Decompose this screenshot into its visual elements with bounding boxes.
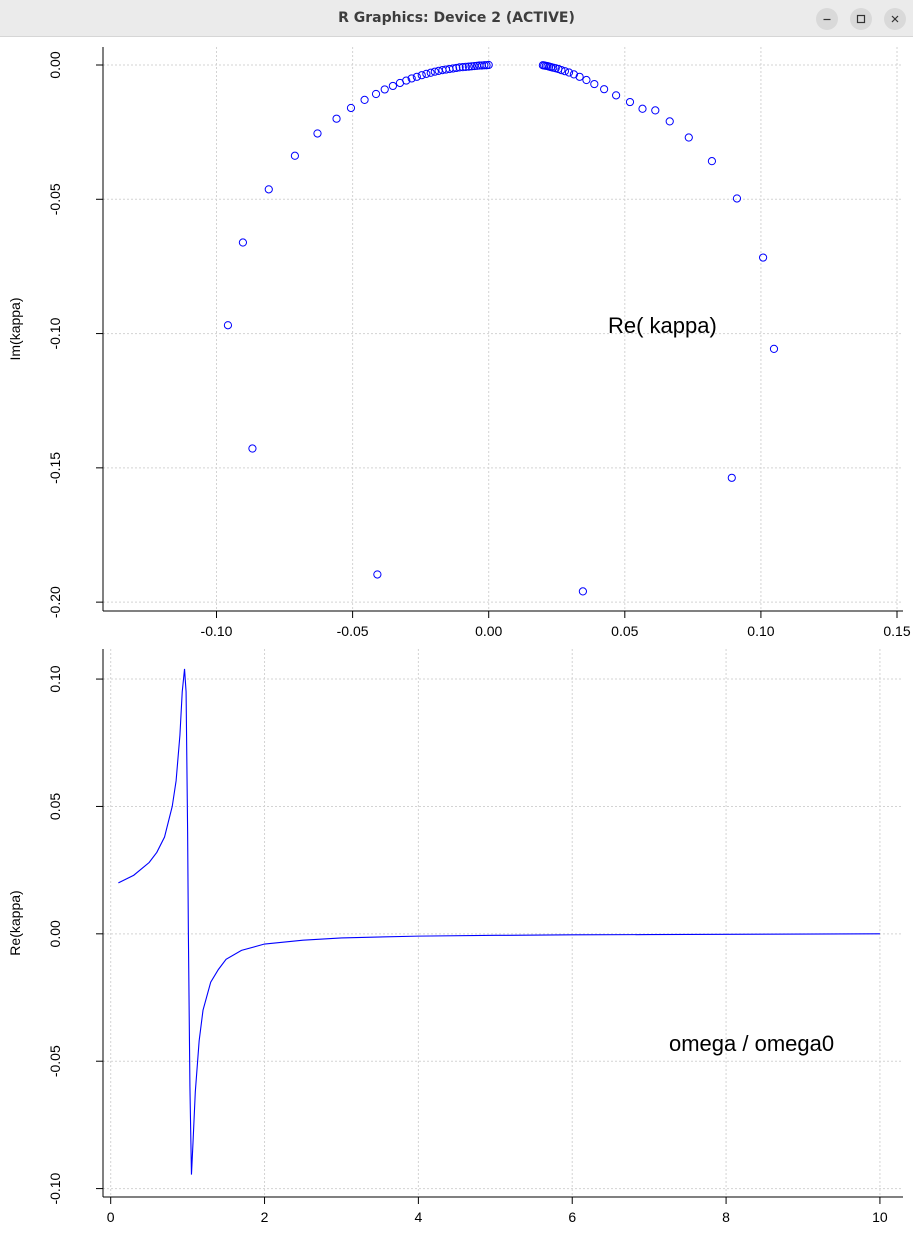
chart1-data-point xyxy=(464,62,473,71)
chart1-y-tick-label: 0.00 xyxy=(47,51,63,78)
chart1-data-point xyxy=(332,114,341,123)
chart1-data-point xyxy=(732,194,742,203)
chart1-data-point xyxy=(346,103,356,113)
chart1-data-point xyxy=(569,70,579,79)
minimize-button[interactable] xyxy=(816,8,838,30)
chart1-data-point xyxy=(455,63,464,72)
chart1-data-point xyxy=(426,68,435,77)
chart2-y-tick-label: 0.00 xyxy=(47,920,63,947)
close-button[interactable] xyxy=(884,8,906,30)
chart1-data-point xyxy=(467,62,476,71)
chart1-data-point xyxy=(480,61,489,70)
chart1-data-point xyxy=(769,344,779,353)
graphics-device-canvas: -0.10 -0.05 0.00 0.05 0.10 0.15 -0.20 -0.15 -0.1… xyxy=(0,37,913,1245)
chart1-data-point xyxy=(412,72,421,81)
chart1-y-tick-label: -0.20 xyxy=(47,586,63,618)
chart1-data-point xyxy=(727,473,736,482)
chart1-data-point xyxy=(264,185,273,194)
chart1-data-point xyxy=(625,97,635,107)
chart1-x-tick-label: 0.15 xyxy=(883,623,910,639)
chart1-data-point xyxy=(575,72,584,81)
chart1-data-point xyxy=(223,321,233,330)
chart1-data-point xyxy=(484,60,493,70)
chart1-x-tick-label: 0.05 xyxy=(611,623,638,639)
chart1-data-point xyxy=(452,63,461,73)
chart2-series-line xyxy=(118,668,880,1175)
chart1-x-tick-label: 0.00 xyxy=(475,623,502,639)
chart1-data-point xyxy=(578,587,587,596)
chart1-annotation: Re( kappa) xyxy=(608,313,717,338)
chart1-data-point xyxy=(380,85,389,94)
chart1-y-tick-label: -0.10 xyxy=(47,317,63,349)
chart1-x-tick-label: -0.05 xyxy=(337,623,369,639)
chart1-data-point xyxy=(560,67,570,76)
chart1-data-point xyxy=(564,68,574,77)
chart1-data-point xyxy=(313,129,322,138)
chart1-data-point xyxy=(638,104,647,113)
chart1-data-point xyxy=(290,151,300,160)
window-titlebar: R Graphics: Device 2 (ACTIVE) xyxy=(0,0,913,37)
chart2-annotation: omega / omega0 xyxy=(669,1031,834,1056)
chart1-data-point xyxy=(600,85,609,94)
chart2-x-tick-label: 4 xyxy=(414,1209,422,1225)
chart1-data-point xyxy=(238,238,248,247)
close-icon xyxy=(891,15,899,23)
chart1-data-point xyxy=(665,117,674,126)
chart1-y-axis-label: Im(kappa) xyxy=(7,297,23,360)
chart1-data-point xyxy=(461,62,470,71)
chart1-data-point xyxy=(430,67,439,76)
chart1-y-tick-label: -0.15 xyxy=(47,452,63,484)
minimize-icon xyxy=(823,18,831,21)
chart1-data-point xyxy=(388,81,397,91)
chart1-data-point xyxy=(373,570,382,579)
chart1-data-point xyxy=(557,65,566,75)
chart1-data-point xyxy=(651,106,660,115)
chart2-x-tick-label: 2 xyxy=(261,1209,269,1225)
plots-svg: -0.10 -0.05 0.00 0.05 0.10 0.15 -0.20 -0.15 -0.1… xyxy=(7,47,911,1225)
chart1-data-point xyxy=(611,91,621,100)
chart1-data-point xyxy=(360,95,369,105)
chart1-x-tick-label: 0.10 xyxy=(747,623,774,639)
chart1-data-point xyxy=(402,76,411,85)
chart2-x-tick-label: 0 xyxy=(107,1209,115,1225)
chart2-y-tick-label: -0.05 xyxy=(47,1045,63,1077)
chart1-data-point xyxy=(458,63,467,72)
chart1-data-point xyxy=(684,133,693,142)
maximize-button[interactable] xyxy=(850,8,872,30)
chart1-data-point xyxy=(582,75,591,85)
chart1-data-point xyxy=(371,89,381,99)
chart1-data-point xyxy=(417,71,426,80)
chart1-data-point xyxy=(407,74,416,83)
chart2-x-tick-label: 10 xyxy=(872,1209,888,1225)
chart2-y-tick-label: 0.10 xyxy=(47,665,63,692)
chart1-x-tick-label: -0.10 xyxy=(201,623,233,639)
maximize-icon xyxy=(856,14,866,24)
chart2-y-axis-label: Re(kappa) xyxy=(7,890,23,955)
chart1-y-tick-label: -0.05 xyxy=(47,183,63,215)
chart1-data-point xyxy=(707,157,717,166)
window-title: R Graphics: Device 2 (ACTIVE) xyxy=(338,10,575,26)
chart1-data-point xyxy=(448,64,458,73)
chart2-x-tick-label: 6 xyxy=(568,1209,576,1225)
chart1-data-point xyxy=(422,69,431,78)
chart2-y-tick-label: 0.05 xyxy=(47,793,63,820)
chart2-y-tick-label: -0.10 xyxy=(47,1172,63,1204)
chart1-data-point xyxy=(248,444,257,453)
chart1-data-point xyxy=(590,79,599,89)
chart1-data-point xyxy=(758,253,768,262)
chart2-x-tick-label: 8 xyxy=(722,1209,730,1225)
